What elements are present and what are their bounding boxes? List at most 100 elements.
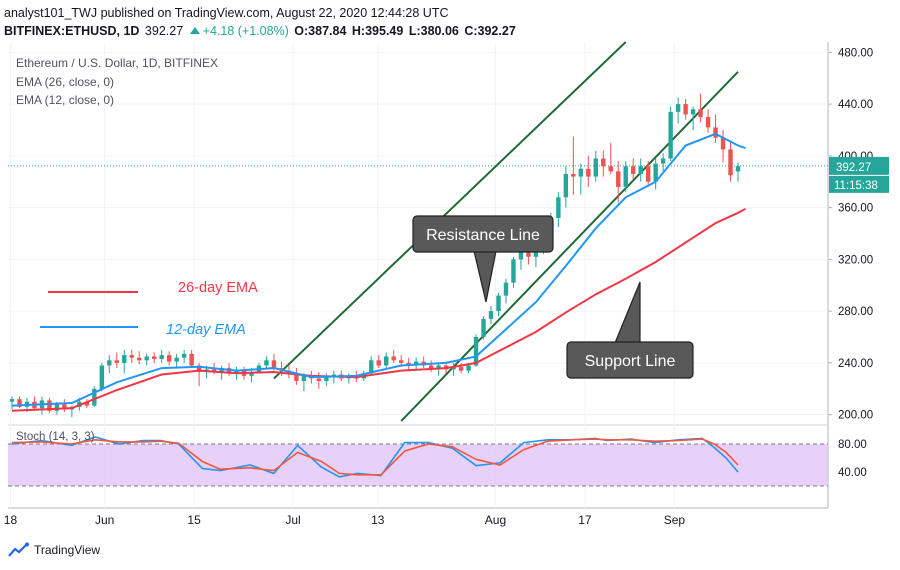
resistance-callout-text: Resistance Line bbox=[426, 227, 540, 244]
y-tick-label: 320.00 bbox=[838, 254, 873, 266]
x-tick-label: Jun bbox=[95, 513, 114, 527]
chart-legend-title: Ethereum / U.S. Dollar, 1D, BITFINEX bbox=[16, 56, 219, 70]
candle-body bbox=[301, 375, 307, 382]
y-tick-label: 480.00 bbox=[838, 47, 873, 59]
support-callout: Support Line bbox=[566, 281, 694, 379]
candle bbox=[720, 129, 726, 163]
candle bbox=[690, 106, 696, 130]
candle bbox=[653, 158, 658, 190]
legend-stoch[interactable]: Stoch (14, 3, 3) bbox=[16, 431, 95, 443]
candle bbox=[92, 386, 97, 407]
candle bbox=[601, 150, 606, 177]
candle bbox=[668, 106, 673, 162]
candle-body bbox=[481, 318, 486, 338]
candle-body bbox=[413, 361, 419, 366]
y-tick-label: 240.00 bbox=[838, 358, 873, 370]
candle bbox=[735, 162, 741, 182]
candle-body bbox=[563, 173, 569, 198]
up-arrow-icon bbox=[189, 27, 200, 34]
candle bbox=[511, 256, 516, 288]
x-tick-label: Sep bbox=[664, 513, 686, 527]
candle-body bbox=[166, 355, 172, 362]
candle-body bbox=[376, 360, 381, 366]
candle bbox=[586, 155, 591, 187]
candle-body bbox=[107, 360, 112, 366]
candle-body bbox=[466, 365, 471, 371]
candle bbox=[152, 352, 157, 363]
candle bbox=[556, 192, 561, 228]
candle-body bbox=[264, 360, 269, 366]
candle-body bbox=[623, 166, 628, 187]
candle-body bbox=[181, 353, 187, 358]
candle-body bbox=[324, 377, 329, 382]
candle bbox=[166, 351, 172, 366]
candle-body bbox=[458, 366, 464, 371]
candle-body bbox=[668, 111, 673, 159]
x-tick-label: 13 bbox=[371, 513, 385, 527]
candle bbox=[62, 399, 67, 413]
stoch-tick-label: 40.00 bbox=[838, 467, 867, 479]
candle-body bbox=[728, 149, 733, 176]
candle bbox=[488, 305, 494, 325]
callouts: Resistance Line Support Line 26-day EMA 12-… bbox=[40, 215, 694, 379]
candle-body bbox=[511, 259, 516, 283]
candle-body bbox=[211, 369, 217, 372]
candle bbox=[181, 349, 187, 363]
resistance-callout: Resistance Line bbox=[412, 215, 554, 303]
candle-body bbox=[496, 295, 501, 312]
tradingview-logo[interactable]: TradingView bbox=[8, 542, 100, 558]
candle-body bbox=[735, 166, 741, 172]
candle-body bbox=[234, 370, 239, 374]
candle-body bbox=[601, 158, 606, 167]
candle-body bbox=[152, 356, 157, 360]
candle-body bbox=[503, 282, 509, 296]
candle-body bbox=[122, 355, 127, 363]
candle bbox=[496, 293, 501, 317]
legend-ema12[interactable]: EMA (12, close, 0) bbox=[16, 93, 115, 107]
candle-body bbox=[705, 117, 711, 128]
candle-body bbox=[713, 127, 718, 138]
x-tick-label: Jul bbox=[285, 513, 300, 527]
candle-body bbox=[129, 355, 134, 358]
candle-body bbox=[114, 360, 119, 363]
price-axis: 200.00240.00280.00320.00360.00400.00440.… bbox=[828, 47, 889, 479]
stoch-band bbox=[8, 444, 828, 486]
resistance-line bbox=[273, 41, 627, 380]
candle-body bbox=[451, 366, 456, 370]
last-price: 392.27 bbox=[144, 24, 184, 38]
plot-area bbox=[8, 42, 828, 508]
legend-ema26[interactable]: EMA (26, close, 0) bbox=[16, 75, 115, 89]
candle-body bbox=[428, 365, 434, 369]
price-badge-value: 392.27 bbox=[836, 162, 871, 174]
high-value: H:395.49 bbox=[351, 24, 404, 38]
candle bbox=[713, 114, 718, 143]
time-axis: 18 Jun 15 Jul 13 Aug 17 Sep bbox=[4, 513, 686, 527]
x-tick-label: 17 bbox=[578, 513, 592, 527]
ema26-line bbox=[11, 208, 746, 412]
candle-body bbox=[271, 360, 277, 369]
candle-body bbox=[47, 400, 52, 411]
candle-body bbox=[391, 356, 396, 361]
candle-body bbox=[99, 365, 105, 389]
ema-lines bbox=[11, 132, 746, 412]
candle-body bbox=[316, 378, 322, 382]
candle bbox=[174, 353, 179, 369]
candle bbox=[84, 399, 90, 409]
candle bbox=[578, 163, 584, 195]
candle-body bbox=[645, 166, 651, 182]
y-tick-label: 440.00 bbox=[838, 99, 873, 111]
x-tick-label: Aug bbox=[485, 513, 506, 527]
candle bbox=[144, 353, 149, 366]
candle bbox=[294, 368, 299, 385]
candle-body bbox=[9, 399, 15, 402]
candle bbox=[608, 142, 613, 174]
candle bbox=[413, 357, 419, 370]
candle-body bbox=[593, 158, 598, 177]
candle-body bbox=[578, 168, 584, 177]
candle-body bbox=[660, 158, 666, 164]
candle bbox=[316, 371, 322, 389]
price-badge: 392.27 11:15:38 bbox=[829, 156, 889, 193]
candle bbox=[571, 136, 576, 195]
candle bbox=[705, 109, 711, 133]
